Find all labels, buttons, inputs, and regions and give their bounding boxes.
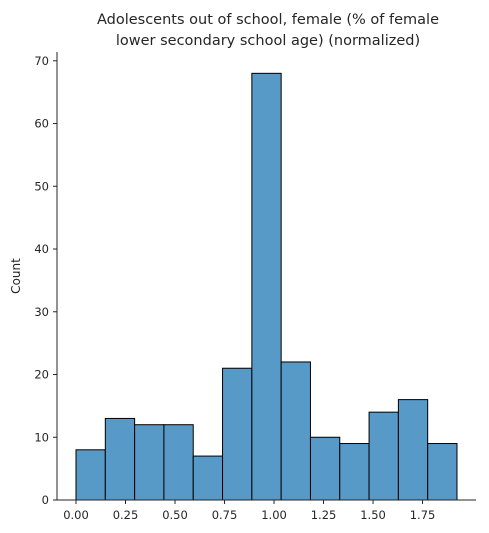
histogram-bar	[104, 417, 136, 501]
y-tick-label: 70	[34, 54, 49, 68]
y-tick-label: 50	[34, 179, 49, 193]
y-axis-ticks: 0 10 20 30 40 50 60 70	[34, 54, 57, 507]
histogram-bar	[75, 449, 106, 501]
y-tick-label: 40	[34, 242, 49, 256]
histogram-bar	[280, 361, 311, 501]
x-tick-label: 1.75	[410, 508, 436, 522]
histogram-bar	[339, 443, 370, 501]
histogram-bar	[192, 455, 224, 501]
histogram-bar	[163, 424, 194, 501]
y-tick-label: 30	[34, 305, 49, 319]
y-tick-label: 60	[34, 117, 49, 131]
histogram-bar	[397, 399, 429, 501]
x-tick-label: 1.50	[360, 508, 386, 522]
chart-title: Adolescents out of school, female (% of …	[97, 12, 439, 49]
x-tick-label: 0.75	[212, 508, 238, 522]
chart-title-line-1: Adolescents out of school, female (% of …	[97, 12, 439, 28]
y-axis-label: Count	[9, 258, 23, 294]
y-tick-label: 10	[34, 430, 49, 444]
chart-title-line-2: lower secondary school age) (normalized)	[116, 33, 420, 49]
x-tick-label: 1.25	[311, 508, 337, 522]
y-tick-label: 0	[42, 493, 49, 507]
x-axis-ticks: 0.00 0.25 0.50 0.75 1.00 1.25 1.50 1.75	[63, 500, 435, 522]
x-tick-label: 0.00	[63, 508, 89, 522]
histogram-bar	[427, 443, 458, 501]
histogram-bar	[251, 72, 282, 501]
histogram-bar	[134, 424, 165, 501]
histogram-bar	[368, 411, 399, 501]
histogram-bar	[309, 436, 341, 501]
x-tick-label: 0.25	[113, 508, 139, 522]
x-tick-label: 0.50	[162, 508, 188, 522]
bars	[75, 72, 458, 501]
y-tick-label: 20	[34, 368, 49, 382]
x-tick-label: 1.00	[261, 508, 287, 522]
histogram-bar	[222, 367, 253, 501]
